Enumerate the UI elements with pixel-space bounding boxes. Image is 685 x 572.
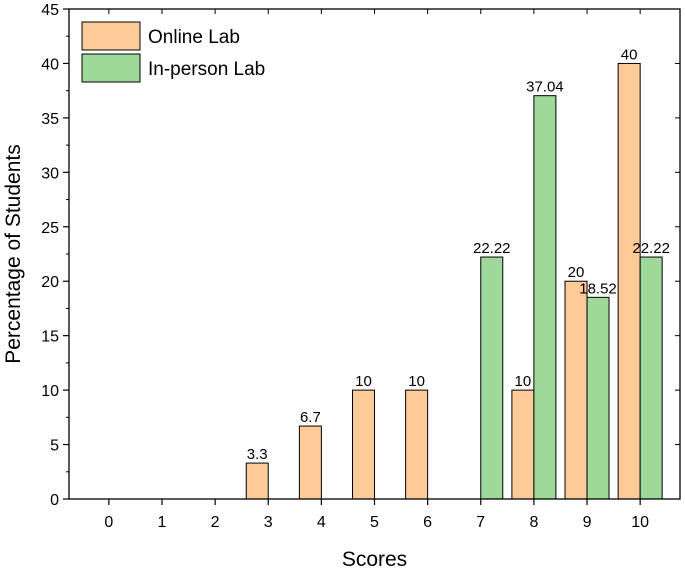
x-tick-label: 0 <box>104 514 113 531</box>
y-tick-label: 5 <box>50 438 59 455</box>
x-axis-title: Scores <box>342 548 407 571</box>
x-tick-label: 8 <box>529 514 538 531</box>
x-tick-label: 10 <box>631 514 649 531</box>
data-label: 20 <box>568 264 585 281</box>
y-axis-title: Percentage of Students <box>2 144 25 364</box>
bar-in-person-lab-10 <box>639 256 663 500</box>
data-label: 22.22 <box>473 240 511 257</box>
bar-online-lab-5 <box>352 389 375 500</box>
bar-online-lab-10 <box>617 62 641 500</box>
x-tick-label: 4 <box>317 514 326 531</box>
data-label: 10 <box>515 373 532 390</box>
y-tick-label: 35 <box>41 111 59 128</box>
legend-swatch-in-person-lab <box>81 53 141 83</box>
x-tick-label: 3 <box>264 514 273 531</box>
data-label: 40 <box>621 46 638 63</box>
x-tick-label: 9 <box>583 514 592 531</box>
bar-labels-layer: 3.3 6.7 10 10 10 20 40 22.22 37.04 18.52 22.22 <box>247 46 670 463</box>
y-tick-label: 0 <box>50 492 59 509</box>
x-tick-label: 1 <box>158 514 167 531</box>
bar-online-lab-4 <box>298 425 322 500</box>
data-label: 10 <box>408 373 425 390</box>
legend: Online Lab In-person Lab <box>81 21 265 83</box>
bar-online-lab-8 <box>511 389 535 500</box>
bar-in-person-lab-7 <box>480 256 504 500</box>
x-tick-label: 6 <box>423 514 432 531</box>
x-tick-label: 2 <box>211 514 220 531</box>
data-label: 6.7 <box>300 409 321 426</box>
data-label: 22.22 <box>632 240 670 257</box>
data-label: 18.52 <box>579 280 617 297</box>
y-tick-label: 15 <box>41 329 59 346</box>
bar-online-lab-6 <box>405 389 429 500</box>
x-tick-label: 7 <box>476 514 485 531</box>
bar-in-person-lab-8 <box>533 95 557 500</box>
y-tick-label: 45 <box>41 2 59 19</box>
legend-label-online-lab: Online Lab <box>148 27 240 48</box>
y-tick-label: 25 <box>41 220 59 237</box>
legend-swatch-online-lab <box>81 21 141 51</box>
data-label: 37.04 <box>526 79 564 96</box>
bar-online-lab-3 <box>245 462 269 500</box>
bar-in-person-lab-9 <box>586 296 610 500</box>
bars-layer <box>245 62 663 500</box>
x-tick-label: 5 <box>370 514 379 531</box>
data-label: 3.3 <box>247 446 268 463</box>
legend-label-in-person-lab: In-person Lab <box>148 59 265 80</box>
y-tick-label: 30 <box>41 165 59 182</box>
y-tick-label: 40 <box>41 56 59 73</box>
bar-online-lab-9 <box>564 280 588 500</box>
data-label: 10 <box>355 373 372 390</box>
y-tick-label: 20 <box>41 274 59 291</box>
y-tick-label: 10 <box>41 383 59 400</box>
